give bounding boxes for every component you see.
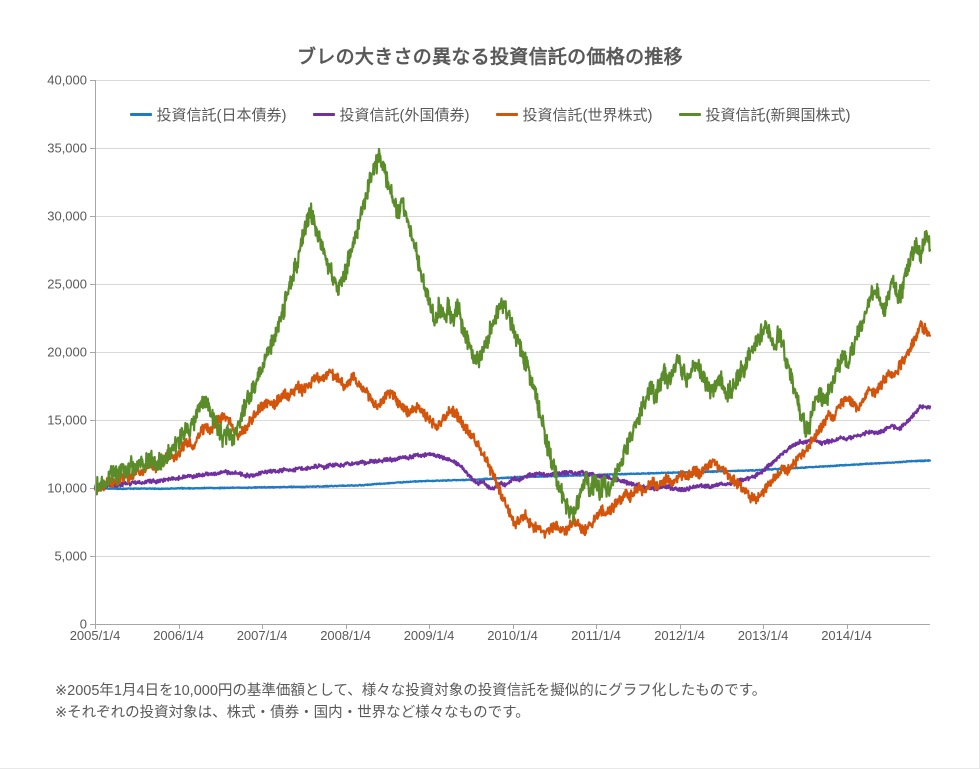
legend-item-2[interactable]: 投資信託(世界株式) xyxy=(495,104,653,125)
y-tick-label-4: 20,000 xyxy=(47,344,87,360)
footnote-line-0: ※2005年1月4日を10,000円の基準価額として、様々な投資対象の投資信託を… xyxy=(55,683,767,699)
x-tick-label-8: 2013/1/4 xyxy=(737,628,789,643)
y-tick-label-0: 0 xyxy=(79,616,87,632)
legend-swatch-icon-2 xyxy=(495,113,518,116)
x-tick-label-0: 2005/1/4 xyxy=(69,628,121,643)
legend-item-1[interactable]: 投資信託(外国債券) xyxy=(312,104,470,125)
legend-swatch-icon-1 xyxy=(312,113,335,116)
legend-swatch-icon-0 xyxy=(129,113,152,116)
legend-label-1: 投資信託(外国債券) xyxy=(339,107,470,124)
legend-item-0[interactable]: 投資信託(日本債券) xyxy=(129,104,287,125)
y-tick-label-2: 10,000 xyxy=(47,480,87,496)
x-tick-label-7: 2012/1/4 xyxy=(654,628,705,643)
legend-label-3: 投資信託(新興国株式) xyxy=(705,107,851,124)
chart-title: ブレの大きさの異なる投資信託の価格の推移 xyxy=(296,47,683,68)
y-tick-label-6: 30,000 xyxy=(47,208,87,224)
chart-footnotes: ※2005年1月4日を10,000円の基準価額として、様々な投資対象の投資信託を… xyxy=(55,680,935,725)
y-tick-label-1: 5,000 xyxy=(54,548,87,564)
legend-label-0: 投資信託(日本債券) xyxy=(156,107,287,124)
footnote-line-1: ※それぞれの投資対象は、株式・債券・国内・世界など様々なものです。 xyxy=(55,705,530,722)
x-tick-label-5: 2010/1/4 xyxy=(487,628,538,643)
chart-legend: 投資信託(日本債券) 投資信託(外国債券) 投資信託(世界株式) 投資信託(新興… xyxy=(0,104,980,125)
x-tick-label-9: 2014/1/4 xyxy=(821,628,872,643)
legend-item-3[interactable]: 投資信託(新興国株式) xyxy=(678,104,851,125)
y-tick-label-3: 15,000 xyxy=(47,412,87,428)
x-tick-label-4: 2009/1/4 xyxy=(403,628,455,643)
y-tick-label-5: 25,000 xyxy=(47,276,87,292)
legend-swatch-icon-3 xyxy=(678,113,701,116)
x-tick-label-1: 2006/1/4 xyxy=(153,628,204,643)
y-tick-label-8: 40,000 xyxy=(47,72,87,88)
y-tick-label-7: 35,000 xyxy=(47,140,87,156)
x-tick-label-2: 2007/1/4 xyxy=(236,628,288,643)
x-tick-label-6: 2011/1/4 xyxy=(571,628,621,643)
legend-label-2: 投資信託(世界株式) xyxy=(522,107,653,124)
x-tick-label-3: 2008/1/4 xyxy=(320,628,371,643)
